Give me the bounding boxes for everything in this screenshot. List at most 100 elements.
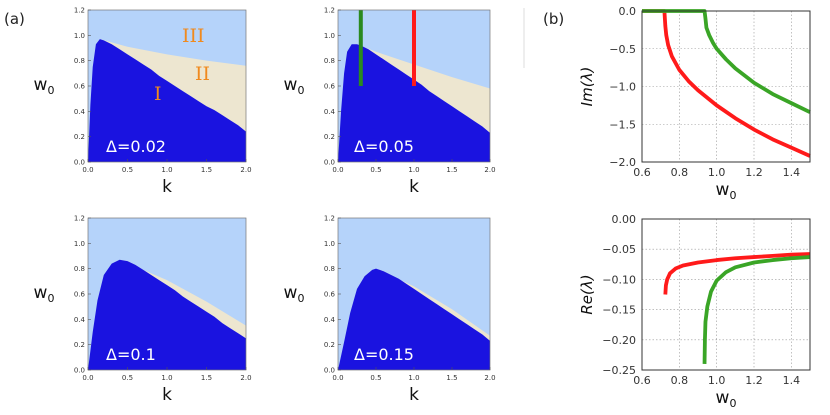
delta-label: Δ=0.1 bbox=[106, 345, 156, 364]
x-tick-label: 1.0 bbox=[708, 166, 726, 179]
y-tick-label: −0.20 bbox=[602, 334, 636, 347]
x-axis-label-subscript: 0 bbox=[729, 397, 736, 410]
y-tick-label: −0.10 bbox=[602, 273, 636, 286]
y-tick-label: 0.2 bbox=[74, 133, 85, 141]
x-axis-label: k bbox=[409, 177, 419, 197]
x-axis-label: k bbox=[409, 385, 419, 405]
y-axis-label: w0 bbox=[34, 75, 55, 97]
plot-frame bbox=[641, 218, 811, 371]
im-lambda-chart: 0.6 0.8 1.0 1.2 1.4 0.0 −0.5 −1.0 −1.5 −2.0 w0 Im(λ… bbox=[578, 5, 811, 202]
phase-chart-4: 0.0 0.5 1.0 1.5 2.0 0.0 0.2 0.4 0.6 0.8 1.0 1.2 k w0 Δ… bbox=[284, 215, 496, 406]
charts-group: 0.0 0.5 1.0 1.5 2.0 0.0 0.2 0.4 0.6 0.8 1.0 1.2 k w0 Δ… bbox=[34, 5, 811, 410]
y-tick-label: 1.0 bbox=[324, 32, 335, 40]
x-tick-label: 1.4 bbox=[783, 166, 801, 179]
y-tick-label: 1.2 bbox=[74, 7, 85, 15]
delta-label: Δ=0.05 bbox=[354, 137, 414, 156]
x-tick-label: 0.0 bbox=[332, 166, 343, 174]
y-tick-label: 1.0 bbox=[324, 240, 335, 248]
x-tick-label: 1.5 bbox=[201, 166, 212, 174]
y-tick-label: 0.6 bbox=[74, 291, 86, 299]
x-tick-label: 0.8 bbox=[671, 166, 689, 179]
delta-label: Δ=0.02 bbox=[106, 137, 166, 156]
x-tick-label: 0.0 bbox=[82, 166, 93, 174]
y-axis-label: w0 bbox=[34, 283, 55, 305]
x-tick-label: 1.5 bbox=[201, 374, 212, 382]
y-axis-label: Im(λ) bbox=[578, 67, 596, 107]
x-tick-label: 0.0 bbox=[332, 374, 343, 382]
phase-chart-3: 0.0 0.5 1.0 1.5 2.0 0.0 0.2 0.4 0.6 0.8 1.0 1.2 k w0 Δ… bbox=[34, 215, 252, 406]
x-axis-label: w0 bbox=[716, 180, 737, 202]
x-tick-label: 2.0 bbox=[484, 166, 495, 174]
y-axis-label-subscript: 0 bbox=[297, 292, 304, 305]
y-tick-label: 1.2 bbox=[324, 7, 335, 15]
region-label-ii: II bbox=[195, 63, 210, 85]
y-tick-label: 0.8 bbox=[74, 265, 85, 273]
region-label-iii: III bbox=[182, 25, 205, 47]
y-tick-label: −0.15 bbox=[602, 304, 636, 317]
y-tick-label: 0.0 bbox=[324, 159, 335, 167]
x-tick-label: 0.8 bbox=[671, 374, 689, 387]
region-i-area bbox=[88, 39, 246, 163]
y-tick-label: 0.2 bbox=[74, 341, 85, 349]
y-tick-label: 0.0 bbox=[74, 367, 85, 375]
y-axis-label: Re(λ) bbox=[578, 274, 596, 314]
x-tick-label: 1.2 bbox=[745, 166, 763, 179]
y-tick-label: 0.0 bbox=[619, 5, 637, 18]
delta-label: Δ=0.15 bbox=[354, 345, 414, 364]
y-tick-label: 0.8 bbox=[74, 57, 85, 65]
y-tick-label: 0.2 bbox=[324, 341, 335, 349]
phase-chart-1: 0.0 0.5 1.0 1.5 2.0 0.0 0.2 0.4 0.6 0.8 1.0 1.2 k w0 Δ… bbox=[34, 7, 252, 198]
y-tick-label: −0.05 bbox=[602, 243, 636, 256]
y-tick-label: −1.0 bbox=[609, 81, 636, 94]
region-i-area bbox=[338, 268, 490, 370]
y-tick-label: 0.6 bbox=[324, 291, 336, 299]
x-tick-label: 1.5 bbox=[446, 166, 457, 174]
y-tick-label: 0.4 bbox=[324, 316, 336, 324]
region-label-i: I bbox=[154, 83, 162, 105]
x-tick-label: 2.0 bbox=[240, 166, 251, 174]
x-tick-label: 1.5 bbox=[446, 374, 457, 382]
region-ii-area bbox=[357, 44, 490, 133]
x-tick-label: 0.5 bbox=[122, 374, 133, 382]
series-line-red bbox=[663, 252, 811, 295]
x-tick-label: 1.0 bbox=[408, 166, 419, 174]
y-axis-label-subscript: 0 bbox=[47, 84, 54, 97]
y-axis-label-subscript: 0 bbox=[47, 292, 54, 305]
panel-label-a: (a) bbox=[4, 10, 25, 28]
y-tick-label: 0.8 bbox=[324, 265, 335, 273]
y-tick-label: 0.8 bbox=[324, 57, 335, 65]
y-tick-label: −1.5 bbox=[609, 118, 636, 131]
x-tick-label: 0.6 bbox=[633, 374, 651, 387]
x-tick-label: 1.4 bbox=[783, 374, 801, 387]
plot-frame bbox=[641, 10, 811, 163]
y-tick-label: 1.2 bbox=[74, 215, 85, 223]
y-tick-label: −2.0 bbox=[609, 156, 636, 169]
y-tick-label: 0.4 bbox=[74, 108, 86, 116]
x-tick-label: 0.0 bbox=[82, 374, 93, 382]
x-tick-label: 1.0 bbox=[161, 374, 172, 382]
re-lambda-chart: 0.6 0.8 1.0 1.2 1.4 0.00 −0.05 −0.10 −0.15 −0.20 −… bbox=[578, 213, 811, 410]
y-tick-label: 0.4 bbox=[324, 108, 336, 116]
x-axis-label: k bbox=[162, 385, 172, 405]
x-tick-label: 1.0 bbox=[161, 166, 172, 174]
y-tick-label: 0.2 bbox=[324, 133, 335, 141]
y-tick-label: 1.2 bbox=[324, 215, 335, 223]
y-axis-label-subscript: 0 bbox=[297, 84, 304, 97]
y-axis-label: w0 bbox=[284, 75, 305, 97]
panel-label-b: (b) bbox=[543, 10, 564, 28]
x-tick-label: 1.0 bbox=[708, 374, 726, 387]
x-tick-label: 2.0 bbox=[484, 374, 495, 382]
x-tick-label: 2.0 bbox=[240, 374, 251, 382]
y-tick-label: 0.6 bbox=[74, 83, 86, 91]
y-axis-label: w0 bbox=[284, 283, 305, 305]
x-axis-label: w0 bbox=[716, 388, 737, 410]
y-tick-label: 0.4 bbox=[74, 316, 86, 324]
x-axis-label-subscript: 0 bbox=[729, 189, 736, 202]
series-line-green bbox=[702, 255, 811, 364]
series-line-green bbox=[642, 9, 811, 114]
region-i-area bbox=[338, 44, 490, 163]
y-tick-label: 0.0 bbox=[324, 367, 335, 375]
region-ii-area bbox=[99, 39, 246, 132]
y-tick-label: 0.0 bbox=[74, 159, 85, 167]
